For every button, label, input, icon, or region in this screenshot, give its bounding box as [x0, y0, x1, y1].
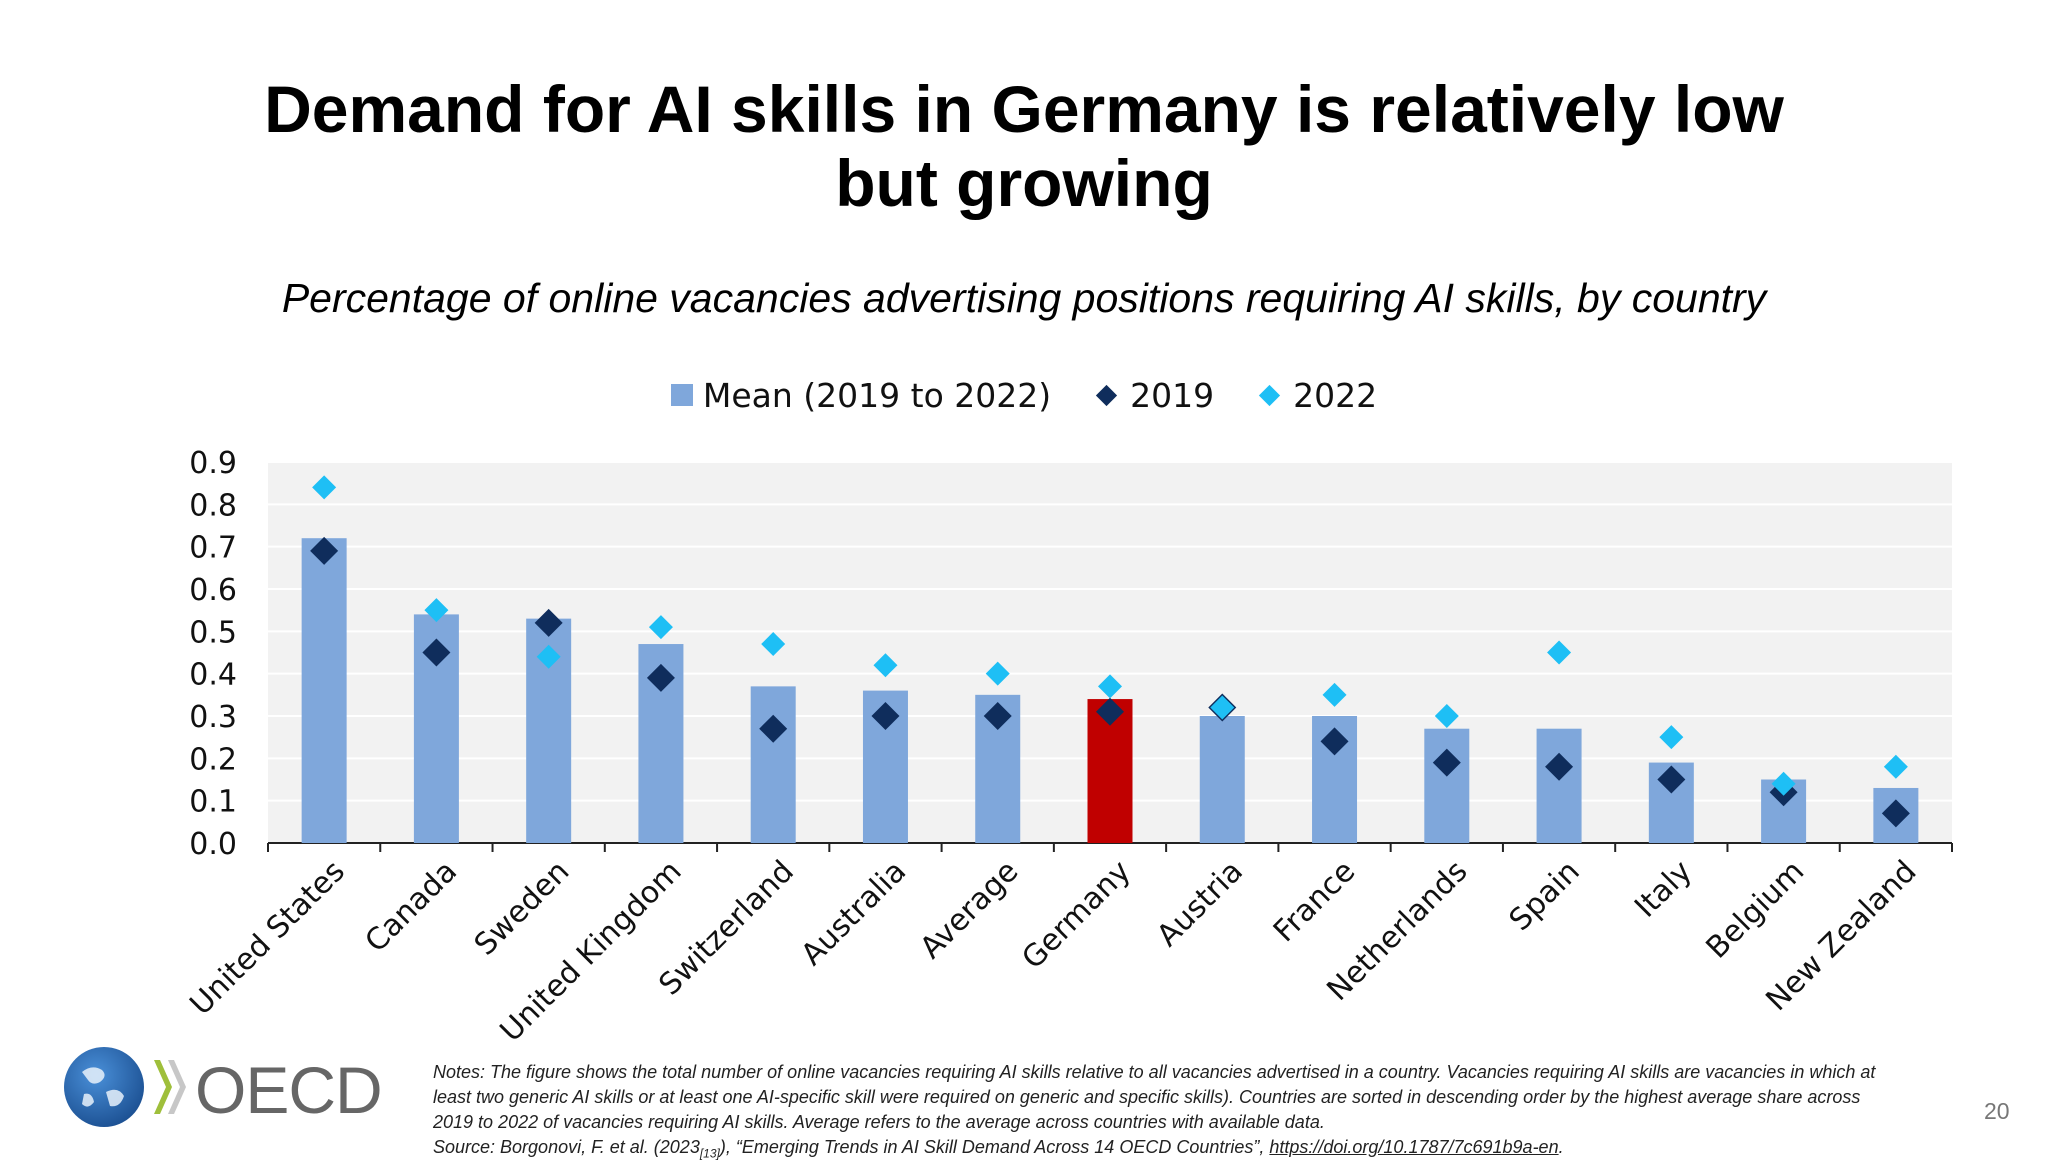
- legend-label-2022: 2022: [1293, 375, 1378, 415]
- notes-line-2: least two generic AI skills or at least …: [433, 1087, 1861, 1107]
- marker-2019-switzerland: [759, 714, 788, 743]
- marker-2019-united-kingdom: [646, 663, 675, 692]
- chart-subtitle: Percentage of online vacancies advertisi…: [281, 275, 1767, 321]
- category-label-france: France: [1267, 854, 1362, 949]
- source-doi-link[interactable]: https://doi.org/10.1787/7c691b9a-en: [1269, 1137, 1559, 1157]
- category-label-sweden: Sweden: [468, 854, 577, 963]
- marker-2019-canada: [422, 638, 451, 667]
- marker-2022-united-kingdom: [648, 615, 673, 640]
- marker-2019-spain: [1545, 752, 1574, 781]
- marker-2022-germany: [1098, 674, 1122, 699]
- marker-2022-average: [985, 661, 1010, 686]
- bar-united-states: [301, 538, 347, 843]
- legend-label-mean: Mean (2019 to 2022): [702, 375, 1052, 415]
- notes-line-1: Notes: The figure shows the total number…: [433, 1062, 1876, 1082]
- category-label-canada: Canada: [359, 854, 464, 959]
- notes-source: Source: Borgonovi, F. et al. (2023[13]),…: [433, 1137, 1564, 1161]
- legend-swatch-mean: [670, 384, 693, 406]
- marker-2022-australia: [873, 653, 898, 678]
- y-tick-label: 0.9: [189, 446, 237, 481]
- category-label-australia: Australia: [795, 854, 914, 973]
- marker-2022-spain: [1547, 640, 1572, 665]
- marker-2019-new-zealand: [1881, 799, 1910, 828]
- category-label-belgium: Belgium: [1700, 854, 1812, 966]
- title-line-2: but growing: [835, 146, 1213, 220]
- bar-chart: 0.0 0.1 0.2 0.3 0.4 0.5 0.6 0.7 0.8 0.9 United Sta…: [183, 446, 1953, 1040]
- marker-2019-germany: [1096, 697, 1124, 726]
- bar-netherlands: [1424, 728, 1470, 843]
- category-label-united-states: United States: [183, 854, 351, 1022]
- marker-2022-belgium: [1771, 771, 1796, 796]
- marker-2022-italy: [1659, 725, 1684, 750]
- legend-label-2019: 2019: [1130, 375, 1215, 415]
- marker-2022-united-states: [312, 475, 337, 500]
- marker-2022-sweden: [536, 644, 561, 669]
- slide-title: Demand for AI skills in Germany is relat…: [0, 72, 2048, 220]
- legend-item-mean: Mean (2019 to 2022): [670, 375, 1052, 415]
- marker-2019-france: [1320, 727, 1349, 756]
- category-label-italy: Italy: [1628, 854, 1699, 925]
- y-tick-label: 0.1: [189, 785, 237, 820]
- y-tick-label: 0.0: [189, 827, 237, 862]
- y-tick-label: 0.2: [189, 742, 237, 777]
- marker-2022-new-zealand: [1883, 754, 1908, 779]
- oecd-logo-text: OECD: [195, 1053, 383, 1127]
- category-label-austria: Austria: [1150, 854, 1250, 954]
- marker-2019-italy: [1657, 765, 1686, 794]
- y-tick-label: 0.4: [189, 658, 237, 693]
- oecd-logo: [64, 1047, 186, 1127]
- bar-switzerland: [750, 686, 796, 843]
- marker-2019-united-states: [310, 536, 339, 565]
- y-tick-label: 0.7: [189, 531, 237, 566]
- y-tick-label: 0.6: [189, 573, 237, 608]
- notes-line-3: 2019 to 2022 of vacancies requiring AI s…: [433, 1112, 1325, 1132]
- marker-2022-austria: [1210, 695, 1235, 720]
- y-tick-label: 0.5: [189, 615, 237, 650]
- y-tick-label: 0.3: [189, 700, 237, 735]
- marker-2022-canada: [424, 598, 449, 623]
- bar-spain: [1536, 728, 1582, 843]
- marker-2022-netherlands: [1434, 704, 1459, 728]
- page-number: 20: [1984, 1098, 2010, 1124]
- category-label-average: Average: [914, 854, 1026, 966]
- legend-item-2022: 2022: [1256, 376, 1377, 415]
- chart-notes: Notes: The figure shows the total number…: [433, 1060, 1883, 1167]
- category-label-germany: Germany: [1015, 854, 1137, 976]
- globe-icon: [64, 1047, 144, 1127]
- legend-item-2019: 2019: [1093, 376, 1214, 415]
- marker-2022-france: [1322, 682, 1347, 707]
- marker-2019-netherlands: [1432, 748, 1461, 777]
- chart-legend: Mean (2019 to 2022) 2019 2022: [0, 372, 2048, 418]
- bar-austria: [1199, 716, 1245, 843]
- y-tick-label: 0.8: [189, 488, 237, 523]
- marker-2019-australia: [871, 702, 900, 730]
- marker-2019-sweden: [534, 608, 563, 637]
- marker-2022-switzerland: [761, 632, 786, 657]
- title-line-1: Demand for AI skills in Germany is relat…: [264, 72, 1784, 146]
- marker-2019-average: [983, 702, 1012, 730]
- category-label-spain: Spain: [1503, 854, 1587, 938]
